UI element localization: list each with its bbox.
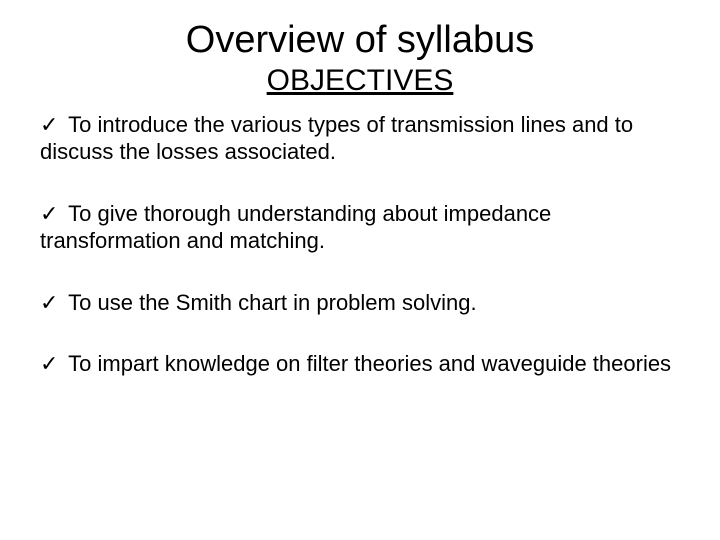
objective-item: ✓ To give thorough understanding about i… [40, 200, 680, 255]
check-icon: ✓ [40, 112, 58, 137]
slide-title: Overview of syllabus [40, 20, 680, 62]
check-icon: ✓ [40, 351, 58, 376]
objective-item: ✓ To introduce the various types of tran… [40, 111, 680, 166]
objective-text: To use the Smith chart in problem solvin… [68, 290, 476, 315]
check-icon: ✓ [40, 290, 58, 315]
objective-text: To give thorough understanding about imp… [40, 201, 551, 254]
objective-text: To introduce the various types of transm… [40, 112, 633, 165]
objective-text: To impart knowledge on filter theories a… [68, 351, 671, 376]
check-icon: ✓ [40, 201, 58, 226]
slide: Overview of syllabus OBJECTIVES ✓ To int… [0, 0, 720, 540]
slide-subtitle: OBJECTIVES [40, 64, 680, 97]
objective-item: ✓ To use the Smith chart in problem solv… [40, 289, 680, 317]
objective-item: ✓ To impart knowledge on filter theories… [40, 350, 680, 378]
